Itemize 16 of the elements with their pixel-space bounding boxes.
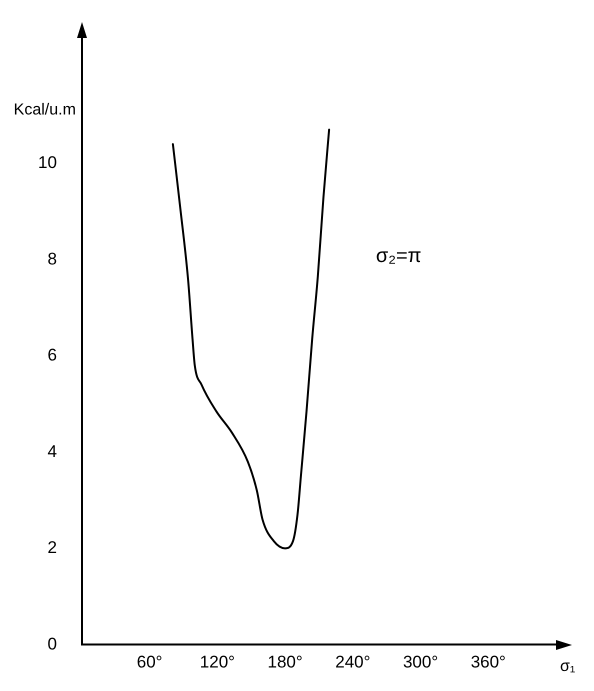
x-axis-title: σ₁ [560, 658, 576, 676]
x-tick-label: 240° [335, 652, 370, 672]
annotation: σ₂=π [376, 245, 422, 268]
y-tick-label: 4 [47, 442, 57, 461]
y-tick-label: 2 [47, 538, 57, 558]
x-tick-label: 120° [200, 652, 235, 672]
x-tick-label: 60° [136, 652, 162, 672]
x-tick-label: 360° [470, 652, 506, 672]
y-tick-label: 0 [47, 634, 57, 654]
x-tick-label: 300° [402, 652, 438, 672]
x-tick-label: 180° [268, 652, 303, 672]
line-series [172, 128, 330, 550]
y-tick-label: 8 [47, 249, 57, 268]
y-tick-label: 6 [47, 346, 57, 365]
y-tick-label: 10 [38, 153, 57, 172]
y-axis-title: Kcal/u.m [14, 102, 76, 119]
